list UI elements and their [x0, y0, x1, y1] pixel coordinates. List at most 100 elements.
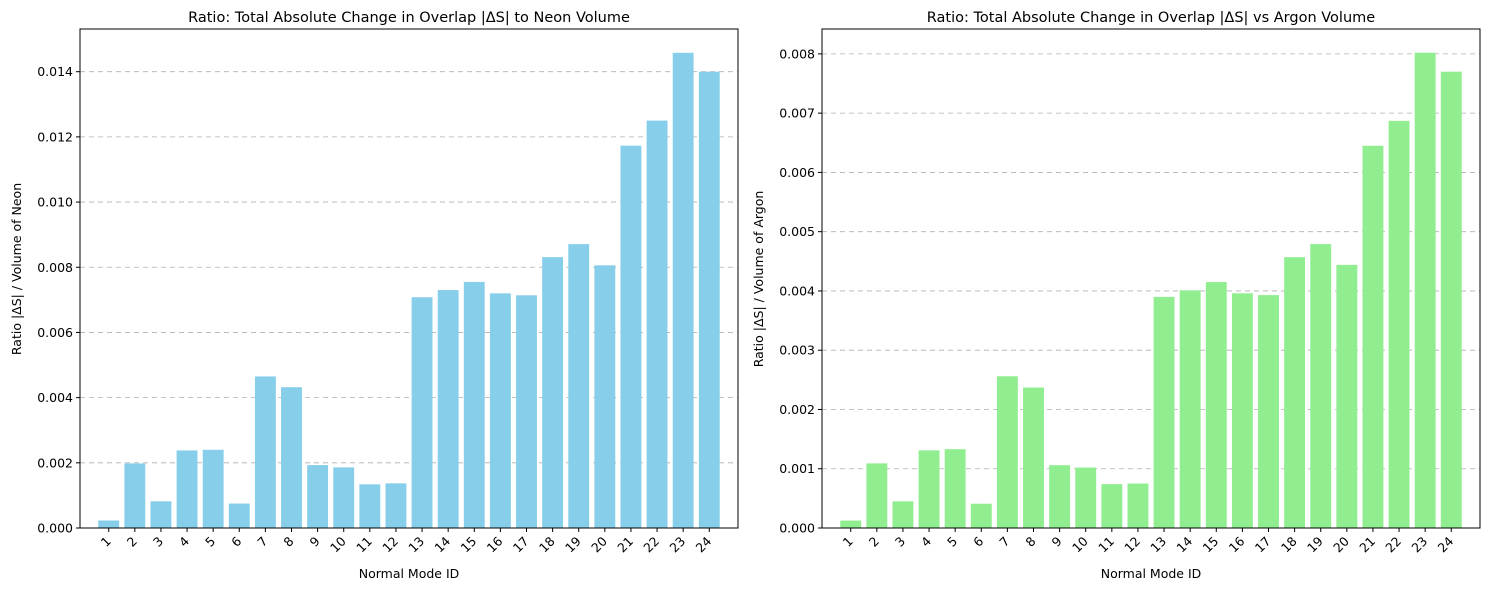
x-tick-label: 2 — [866, 534, 882, 550]
bar — [1153, 296, 1175, 528]
chart-title: Ratio: Total Absolute Change in Overlap … — [188, 10, 630, 26]
bar — [1284, 257, 1306, 528]
y-tick-label: 0.006 — [37, 325, 73, 340]
bar — [646, 120, 668, 528]
x-tick-label: 18 — [1278, 533, 1300, 555]
x-tick-label: 6 — [970, 533, 986, 549]
bar — [228, 503, 250, 528]
bar — [1362, 145, 1384, 529]
x-tick-label: 5 — [202, 534, 218, 550]
y-tick-label: 0.001 — [779, 461, 815, 476]
x-tick-label: 6 — [228, 533, 244, 549]
bar — [1440, 71, 1462, 528]
x-tick-label: 20 — [1330, 533, 1352, 555]
y-tick-label: 0.008 — [37, 260, 73, 275]
y-tick-label: 0.000 — [779, 521, 815, 536]
bar — [672, 52, 694, 529]
bar — [1414, 52, 1436, 528]
plot-frame — [79, 28, 739, 529]
bar — [1023, 387, 1044, 528]
x-tick-label: 1 — [98, 534, 114, 550]
right-chart-argon: Ratio: Total Absolute Change in Overlap … — [751, 10, 1481, 581]
x-tick-label: 3 — [150, 534, 166, 550]
bar — [176, 450, 198, 528]
x-tick-label: 19 — [1304, 533, 1326, 555]
x-tick-label: 4 — [918, 533, 934, 549]
x-tick-label: 17 — [510, 534, 532, 556]
bar — [307, 465, 329, 528]
bar — [98, 520, 120, 528]
chart-title: Ratio: Total Absolute Change in Overlap … — [927, 10, 1375, 26]
x-tick-label: 9 — [307, 533, 323, 549]
bar — [1258, 295, 1279, 528]
x-tick-label: 15 — [458, 534, 480, 556]
x-tick-label: 16 — [1226, 533, 1248, 555]
plot-frame — [821, 28, 1481, 529]
y-tick-label: 0.010 — [37, 195, 73, 210]
bar — [620, 145, 642, 528]
bar — [1075, 467, 1097, 528]
y-tick-label: 0.014 — [37, 64, 73, 79]
bar — [411, 297, 433, 528]
bar — [1179, 290, 1201, 528]
bar — [124, 463, 146, 528]
bar — [1310, 244, 1332, 528]
y-tick-label: 0.006 — [779, 165, 815, 180]
left-chart-neon: Ratio: Total Absolute Change in Overlap … — [9, 10, 739, 581]
bar — [254, 376, 276, 528]
x-tick-label: 4 — [176, 533, 192, 549]
y-tick-label: 0.002 — [37, 455, 73, 470]
bar — [359, 484, 381, 528]
x-tick-label: 21 — [614, 534, 636, 556]
bar — [568, 244, 590, 528]
bar — [970, 503, 992, 528]
bar — [996, 376, 1018, 528]
y-tick-label: 0.003 — [779, 343, 815, 358]
bar — [150, 501, 172, 528]
x-tick-label: 17 — [1252, 534, 1274, 556]
x-tick-label: 20 — [588, 533, 610, 555]
bar — [1101, 484, 1123, 528]
x-tick-label: 3 — [892, 534, 908, 550]
y-tick-label: 0.008 — [779, 46, 815, 61]
bar — [698, 71, 720, 528]
bar — [385, 483, 407, 528]
bar — [463, 281, 485, 528]
bar — [516, 295, 537, 528]
bar — [542, 257, 564, 528]
x-tick-label: 21 — [1356, 534, 1378, 556]
bar — [1127, 483, 1149, 528]
bar — [202, 449, 224, 528]
x-tick-label: 23 — [666, 534, 688, 556]
x-tick-label: 13 — [405, 534, 427, 556]
x-tick-label: 9 — [1049, 533, 1065, 549]
x-tick-label: 1 — [840, 534, 856, 550]
bar — [1231, 293, 1253, 528]
x-tick-label: 13 — [1147, 534, 1169, 556]
x-tick-label: 23 — [1408, 534, 1430, 556]
x-tick-label: 5 — [944, 534, 960, 550]
y-axis-label: Ratio |ΔS| / Volume of Argon — [751, 191, 766, 368]
bar — [892, 501, 914, 528]
y-tick-label: 0.007 — [779, 106, 815, 121]
x-tick-label: 10 — [1069, 533, 1091, 555]
bar — [437, 290, 459, 528]
x-tick-label: 12 — [1121, 534, 1143, 556]
x-tick-label: 8 — [280, 533, 296, 549]
bar — [594, 265, 616, 528]
x-tick-label: 11 — [353, 534, 375, 556]
bar — [1336, 264, 1358, 528]
y-tick-label: 0.004 — [779, 283, 815, 298]
bar — [333, 467, 355, 528]
x-tick-label: 24 — [1435, 533, 1457, 555]
y-tick-label: 0.000 — [37, 521, 73, 536]
y-tick-label: 0.005 — [779, 224, 815, 239]
x-tick-label: 14 — [431, 533, 453, 555]
x-tick-label: 7 — [254, 534, 270, 550]
x-tick-label: 8 — [1022, 533, 1038, 549]
bar — [1388, 120, 1410, 528]
x-axis-label: Normal Mode ID — [1101, 566, 1202, 581]
y-tick-label: 0.002 — [779, 402, 815, 417]
bar — [918, 450, 940, 528]
